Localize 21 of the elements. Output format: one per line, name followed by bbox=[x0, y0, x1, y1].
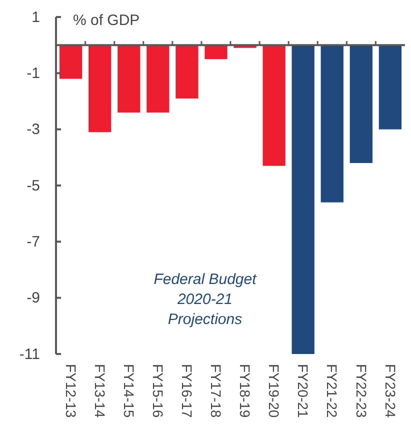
y-tick-label: -7 bbox=[26, 233, 40, 250]
y-axis-title: % of GDP bbox=[73, 12, 140, 29]
x-tick-label: FY15-16 bbox=[150, 364, 166, 418]
y-tick-label: -5 bbox=[26, 177, 40, 194]
y-tick-label: -11 bbox=[19, 346, 40, 363]
y-tick-label: -9 bbox=[26, 290, 40, 307]
x-tick-label: FY18-19 bbox=[237, 364, 254, 418]
x-tick-label: FY19-20 bbox=[266, 364, 282, 418]
annotation: Federal Budget 2020-21 Projections bbox=[154, 271, 258, 328]
x-tick-label: FY20-21 bbox=[295, 364, 312, 418]
y-tick-label: 1 bbox=[32, 8, 40, 26]
x-tick-label: FY17-18 bbox=[208, 364, 224, 418]
x-tick-label: FY21-22 bbox=[324, 364, 340, 418]
x-tick-label: FY13-14 bbox=[92, 364, 108, 418]
x-tick-label: FY16-17 bbox=[179, 364, 196, 418]
x-tick-label: FY12-13 bbox=[62, 364, 79, 418]
y-tick-label: -1 bbox=[26, 64, 40, 82]
x-tick-label: FY23-24 bbox=[382, 364, 398, 418]
y-tick-label: -3 bbox=[26, 121, 40, 138]
x-tick-label: FY14-15 bbox=[120, 364, 137, 418]
x-tick-label: FY22-23 bbox=[353, 364, 370, 418]
